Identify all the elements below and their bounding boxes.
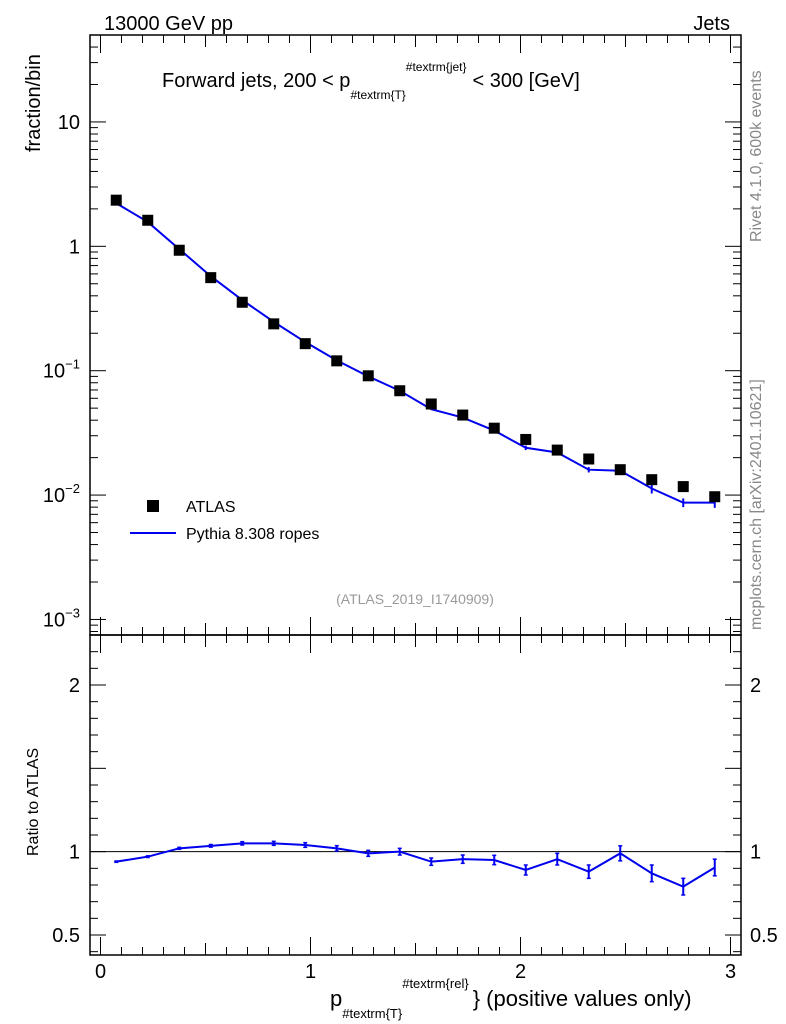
atlas-data-point <box>646 474 658 486</box>
ratio-y-axis-label: Ratio to ATLAS <box>25 748 42 856</box>
atlas-data-point <box>614 464 626 476</box>
main-y-axis-label: fraction/bin <box>23 54 45 152</box>
ratio-plot-series <box>90 840 741 896</box>
ratio-plot-frame <box>89 634 742 956</box>
process-label: Jets <box>693 13 730 35</box>
atlas-data-point <box>583 453 595 465</box>
energy-beam-label: 13000 GeV pp <box>104 13 233 35</box>
main-y-tick-label: 10−1 <box>43 357 80 383</box>
main-y-tick-label: 1 <box>69 236 80 258</box>
atlas-data-point <box>110 194 122 206</box>
title-subscript: #textrm{T} <box>350 88 405 102</box>
atlas-data-point <box>425 398 437 410</box>
x-tick-label: 0 <box>95 961 106 983</box>
x-label-superscript: #textrm{rel} <box>402 976 469 991</box>
ratio-line <box>116 842 716 888</box>
legend-atlas-marker <box>147 500 159 512</box>
atlas-data-point <box>394 385 406 397</box>
ratio-y-tick-label-left: 1 <box>69 842 80 864</box>
atlas-data-point <box>268 318 280 330</box>
x-tick-label: 2 <box>515 961 526 983</box>
atlas-data-point <box>205 272 217 284</box>
atlas-data-point <box>299 338 311 350</box>
rivet-version-label: Rivet 4.1.0, 600k events <box>748 70 765 242</box>
x-tick-label: 1 <box>305 961 316 983</box>
atlas-data-point <box>173 244 185 256</box>
ratio-y-tick-label-right: 1 <box>750 842 761 864</box>
main-y-tick-label: 10 <box>58 112 80 134</box>
ratio-axis-ticks: 0 1 2 3 0.5 0.5 1 1 2 2 <box>52 634 778 983</box>
ratio-y-tick-label-right: 0.5 <box>750 925 778 947</box>
legend-pythia-label: Pythia 8.308 ropes <box>186 526 319 543</box>
ratio-y-tick-label-left: 2 <box>69 675 80 697</box>
atlas-data-point <box>709 491 721 503</box>
x-label-suffix: } (positive values only) <box>473 986 692 1011</box>
ratio-y-tick-label-left: 0.5 <box>52 925 80 947</box>
mcplots-site-label: mcplots.cern.ch [arXiv:2401.10621] <box>748 379 765 630</box>
main-plot-series <box>110 194 721 508</box>
main-plot-title: Forward jets, 200 < p#textrm{T}#textrm{j… <box>162 60 580 102</box>
atlas-data-point <box>362 370 374 382</box>
atlas-data-point <box>488 422 500 434</box>
svg-text:p#textrm{T}#textrm{rel}} (posi: p#textrm{T} #textrm{rel} } (positive value… <box>330 976 692 1021</box>
title-superscript: #textrm{jet} <box>406 60 467 74</box>
x-axis-label: p#textrm{T} #textrm{rel} } (positive value… <box>330 976 692 1021</box>
atlas-data-point <box>551 444 563 456</box>
title-suffix: < 300 [GeV] <box>473 70 580 92</box>
legend: ATLAS Pythia 8.308 ropes <box>130 499 319 543</box>
pythia-line <box>115 202 715 504</box>
main-y-tick-label: 10−3 <box>43 605 80 631</box>
atlas-data-point <box>142 214 154 226</box>
atlas-data-point <box>236 296 248 308</box>
main-plot-frame <box>89 34 742 636</box>
atlas-data-point <box>331 355 343 367</box>
title-prefix: Forward jets, 200 < p <box>162 70 350 92</box>
atlas-data-point <box>520 433 532 445</box>
x-label-prefix: p <box>330 986 342 1011</box>
main-axis-ticks: 10−3 10−2 10−1 1 10 <box>43 34 741 635</box>
atlas-data-point <box>457 409 469 421</box>
svg-text:Forward jets, 200 < p#textrm{T: Forward jets, 200 < p#textrm{T}#textrm{j… <box>162 60 580 102</box>
analysis-id-watermark: (ATLAS_2019_I1740909) <box>336 591 494 607</box>
ratio-y-tick-label-right: 2 <box>750 675 761 697</box>
main-y-tick-label: 10−2 <box>43 481 80 507</box>
atlas-data-point <box>677 481 689 493</box>
x-tick-label: 3 <box>725 961 736 983</box>
x-label-subscript: #textrm{T} <box>342 1006 403 1021</box>
legend-atlas-label: ATLAS <box>186 499 236 516</box>
